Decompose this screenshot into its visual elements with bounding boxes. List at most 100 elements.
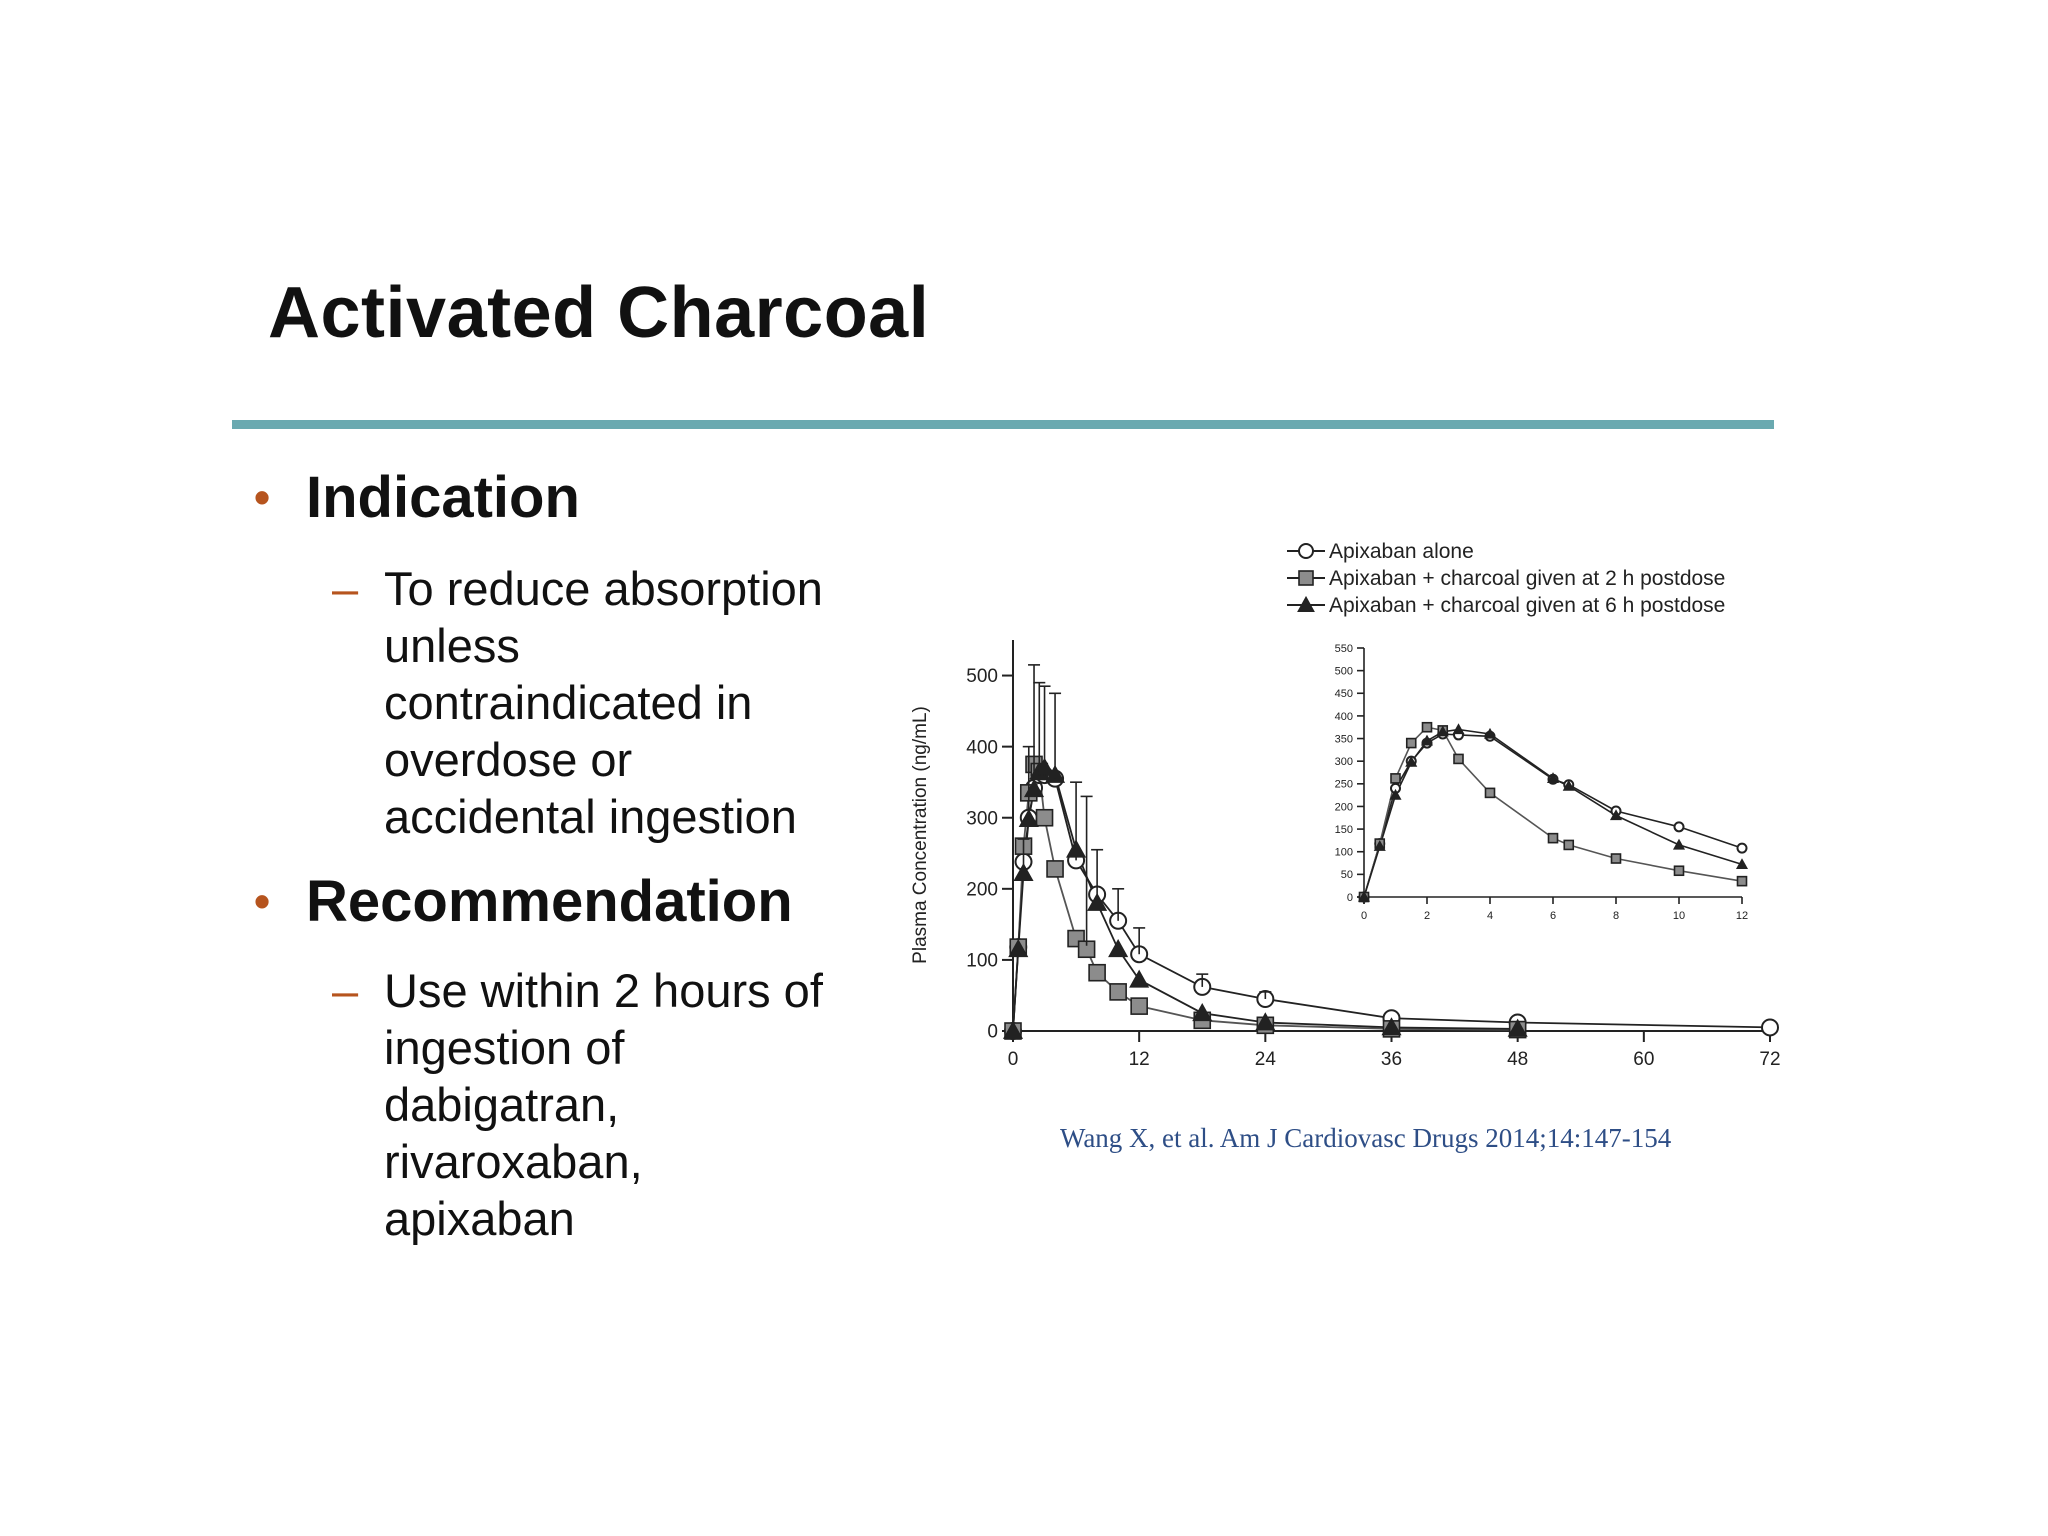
data-point: [1483, 727, 1497, 739]
x-tick-label: 10: [1673, 910, 1685, 922]
data-point: [1389, 788, 1402, 800]
data-point: [1381, 1017, 1402, 1036]
data-point: [1108, 939, 1129, 958]
legend-label: Apixaban + charcoal given at 6 h postdos…: [1329, 594, 1725, 617]
data-point: [1035, 766, 1054, 785]
data-point: [1046, 860, 1064, 878]
bullet-indication: • Indication: [254, 464, 580, 531]
data-point: [1004, 1022, 1022, 1040]
series-line-1: [1363, 733, 1743, 898]
data-point: [1736, 842, 1748, 854]
data-point: [1087, 892, 1108, 911]
sub-line: Use within 2 hours of: [384, 964, 823, 1017]
data-point: [1192, 1002, 1213, 1022]
sub-line: To reduce absorption: [384, 562, 823, 615]
series-line-2: [1363, 726, 1743, 898]
data-point: [1390, 773, 1401, 784]
data-point: [1014, 852, 1033, 871]
data-point: [1009, 938, 1028, 957]
slide-title: Activated Charcoal: [268, 273, 930, 353]
data-point: [1421, 737, 1433, 749]
x-tick-label: 4: [1487, 910, 1493, 922]
data-point: [1484, 730, 1496, 742]
data-point: [1045, 764, 1066, 783]
data-point: [1405, 755, 1417, 767]
data-point: [1437, 728, 1449, 740]
bullet-recommendation: • Recommendation: [254, 868, 793, 935]
y-tick-label: 500: [966, 666, 998, 687]
bullet-heading-indication: Indication: [306, 465, 580, 530]
inset-plot: 0 50 100 150 200 250 300 350 400 450 500 550 0 2 4 6 8 10…: [1335, 643, 1748, 922]
data-point: [1130, 945, 1149, 964]
data-point: [1453, 753, 1464, 765]
data-point: [1014, 837, 1033, 855]
data-point: [1129, 969, 1150, 988]
y-tick-label: 550: [1335, 643, 1353, 655]
y-tick-label: 0: [1347, 892, 1353, 904]
data-point: [1004, 1022, 1022, 1040]
data-point: [1373, 840, 1386, 851]
data-point: [1374, 838, 1386, 849]
sub-bullet-dash: –: [332, 964, 359, 1017]
data-point: [1405, 737, 1417, 749]
legend: Apixaban alone Apixaban + charcoal given …: [1287, 540, 1725, 617]
data-point: [1735, 858, 1749, 870]
data-point: [1563, 839, 1575, 851]
x-tick-label: 0: [1361, 910, 1367, 922]
x-tick-label: 48: [1507, 1049, 1528, 1070]
y-tick-label: 200: [966, 879, 998, 900]
legend-marker: [1298, 570, 1314, 586]
y-tick-label: 200: [1335, 801, 1353, 813]
data-point: [1030, 762, 1049, 781]
x-tick-label: 0: [1008, 1049, 1019, 1070]
data-point: [1025, 778, 1044, 797]
data-point: [1034, 757, 1055, 776]
data-point: [1030, 766, 1049, 785]
data-point: [1193, 977, 1212, 996]
data-point: [1358, 891, 1370, 903]
data-point: [1067, 851, 1086, 870]
y-tick-label: 300: [966, 808, 998, 829]
data-point: [1507, 1018, 1528, 1037]
series-line-1: [1012, 774, 1771, 1032]
y-tick-label: 100: [966, 951, 998, 972]
sub-line: contraindicated in: [384, 676, 753, 729]
citation: Wang X, et al. Am J Cardiovasc Drugs 201…: [1060, 1123, 1672, 1153]
data-point: [1019, 808, 1038, 827]
y-tick-label: 0: [987, 1022, 998, 1043]
sub-line: ingestion of: [384, 1021, 625, 1074]
y-tick-label: 400: [966, 737, 998, 758]
x-tick-label: 36: [1381, 1049, 1402, 1070]
data-point: [1066, 839, 1087, 858]
y-tick-label: 400: [1335, 711, 1353, 723]
sub-line: accidental ingestion: [384, 790, 797, 843]
data-point: [1453, 729, 1464, 741]
data-point: [1508, 1020, 1527, 1039]
data-point: [1390, 782, 1401, 794]
data-point: [1008, 939, 1029, 958]
series-line-2: [1012, 762, 1518, 1032]
y-tick-label: 350: [1335, 733, 1353, 745]
data-point: [1046, 769, 1065, 788]
data-point: [1130, 997, 1148, 1015]
series-line-3: [1363, 728, 1743, 898]
data-point: [1357, 890, 1371, 902]
data-point: [1421, 721, 1433, 733]
legend-label: Apixaban alone: [1329, 540, 1474, 563]
data-point: [1546, 772, 1560, 784]
data-point: [1009, 938, 1028, 956]
sub-bullet-dash: –: [332, 562, 359, 615]
y-tick-label: 100: [1335, 847, 1353, 859]
y-tick-label: 500: [1335, 665, 1353, 677]
data-point: [1018, 808, 1039, 828]
y-tick-label: 250: [1335, 779, 1353, 791]
data-point: [1358, 891, 1370, 903]
data-point: [1609, 809, 1623, 821]
x-tick-label: 12: [1736, 910, 1748, 922]
data-point: [1508, 1013, 1527, 1032]
y-tick-label: 50: [1341, 869, 1353, 881]
data-point: [1405, 755, 1418, 767]
data-point: [1761, 1018, 1779, 1037]
data-point: [1547, 773, 1559, 785]
